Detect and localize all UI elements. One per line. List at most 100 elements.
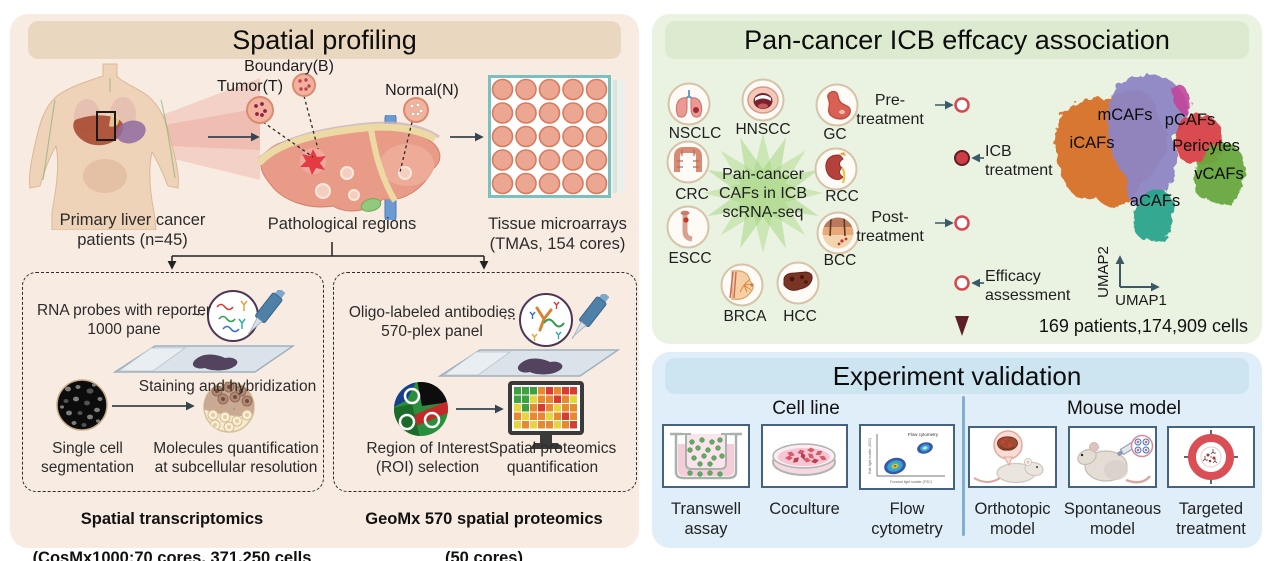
tma-caption: Tissue microarrays (TMAs, 154 cores): [488, 215, 627, 254]
spatial-profiling-panel: Spatial profiling: [10, 14, 639, 561]
umap-cluster-pcafs: [1172, 83, 1192, 115]
lung-icon: [667, 82, 711, 126]
transwell-icon: [670, 432, 742, 480]
oligo-antibody-icon: [519, 293, 573, 347]
stomach-icon: [815, 83, 859, 127]
subcellular-cells-icon: [203, 381, 255, 433]
transcriptomics-caption-2: (CosMx1000:70 cores, 371,250 cells: [32, 549, 312, 561]
orthotopic-mouse-icon: [973, 430, 1044, 484]
staining-label: Staining and hybridization: [138, 378, 317, 395]
boundary-sample-circle: [292, 73, 316, 97]
normal-region-label: Normal(N): [385, 82, 459, 99]
cancer-label-hcc: HCC: [783, 308, 817, 325]
tissue-sample: [192, 354, 238, 371]
validation-panel-title: Experiment validation: [665, 358, 1249, 394]
patient-body-illustration: [29, 63, 179, 230]
icb-treatment-marker: [954, 150, 970, 166]
mouse-model-heading: Mouse model: [1066, 398, 1182, 419]
heatmap-monitor-icon: [508, 381, 584, 449]
cancer-label-nsclc: NSCLC: [668, 125, 722, 142]
liver-icon: [776, 261, 820, 305]
umap-axes: UMAP2 UMAP1: [1095, 246, 1167, 309]
cancer-label-gc: GC: [823, 126, 847, 143]
cell-line-heading: Cell line: [772, 398, 840, 419]
gallbladder: [360, 198, 382, 212]
cancer-label-bcc: BCC: [823, 252, 857, 269]
umap-label-pcafs: pCAFs: [1164, 111, 1216, 129]
caf-umap-plot: UMAP2 UMAP1: [1055, 74, 1245, 309]
umap-label-pericytes: Pericytes: [1172, 137, 1240, 155]
boundary-region-label: Boundary(B): [244, 58, 334, 75]
proteomics-quant-label: Spatial proteomics quantification: [488, 440, 617, 476]
proteomics-caption-2: (50 cores): [445, 549, 523, 561]
tma-grid: [488, 75, 624, 198]
esophagus-icon: [666, 205, 710, 249]
icb-panel-title: Pan-cancer ICB effcacy association: [665, 21, 1249, 59]
umap1-axis-label: UMAP1: [1115, 292, 1167, 309]
transwell-box: [662, 424, 750, 488]
intestine-organ: [83, 159, 127, 193]
pipette-icon: [248, 290, 286, 338]
timeline-label-efficacy: Efficacy assessment: [985, 268, 1071, 304]
timeline-label-icb: ICB treatment: [985, 143, 1053, 179]
proteomics-box: [333, 272, 637, 492]
transwell-label: Transwell assay: [671, 500, 741, 538]
target-icon: [1184, 430, 1238, 484]
regions-caption: Pathological regions: [267, 215, 417, 233]
pan-cancer-starburst: [703, 133, 823, 253]
efficacy-marker: [954, 275, 970, 291]
flow-yaxis-label: Side light scatter (SSC): [868, 438, 872, 474]
umap-label-icafs: iCAFs: [1069, 134, 1115, 152]
flow-cytometry-plot: Flow cytometry Forward light scatter (FS…: [868, 432, 945, 484]
proteomics-heatmap: [514, 387, 577, 429]
umap2-axis-label: UMAP2: [1095, 246, 1112, 298]
stomach-organ: [116, 120, 146, 144]
spontaneous-box: [1068, 426, 1157, 488]
cancer-label-escc: ESCC: [668, 250, 712, 267]
coculture-dish-icon: [772, 443, 836, 476]
roi-selection-icon: [394, 382, 448, 436]
targeted-label: Targeted treatment: [1176, 500, 1246, 538]
colon-icon: [666, 140, 710, 184]
timeline-arrowhead: [955, 316, 969, 336]
pipette-icon: [572, 294, 610, 342]
icb-panel: Pan-cancer ICB effcacy association Pan-c…: [652, 14, 1262, 344]
tma-cores: [491, 78, 608, 195]
flow-cytometry-label: Flow cytometry: [871, 500, 943, 538]
kidney-icon: [814, 147, 858, 191]
timeline-label-pre: Pre- treatment: [856, 92, 924, 128]
spatial-panel-title: Spatial profiling: [28, 21, 621, 59]
spontaneous-label: Spontaneous model: [1063, 500, 1162, 538]
slide-icon: [113, 345, 295, 373]
mouth-icon: [741, 78, 785, 122]
timeline-label-post: Post- treatment: [856, 209, 924, 245]
coculture-label: Coculture: [769, 500, 840, 518]
umap-label-vcafs: vCAFs: [1194, 165, 1244, 183]
treatment-timeline: [935, 62, 984, 336]
transcriptomics-caption-1: Spatial transcriptomics: [80, 510, 264, 529]
flow-plot-title: Flow cytometry: [908, 432, 939, 437]
liver-zoom-rectangle: [96, 111, 116, 141]
cancer-label-hnscc: HNSCC: [735, 121, 791, 138]
flow-cytometry-box: Flow cytometry Forward light scatter (FS…: [859, 424, 955, 490]
segmentation-label: Single cell segmentation: [40, 440, 135, 476]
roi-label: Region of Interest (ROI) selection: [366, 440, 489, 476]
orthotopic-box: [968, 426, 1057, 488]
targeted-box: [1167, 426, 1255, 488]
umap-cluster-vcafs: [1193, 143, 1245, 205]
molecules-label: Molecules quantification at subcellular …: [153, 440, 319, 476]
cancer-label-brca: BRCA: [723, 308, 767, 325]
umap-cluster-mcafs: [1108, 74, 1188, 206]
post-treatment-marker: [954, 215, 970, 231]
spontaneous-mouse-icon: [1077, 434, 1154, 484]
flow-xaxis-label: Forward light scatter (FSC): [890, 480, 932, 484]
cell-segmentation-icon: [56, 379, 108, 431]
pan-cancer-center-label: Pan-cancer CAFs in ICB scRNA-seq: [718, 166, 807, 221]
coculture-box: [761, 424, 848, 488]
skin-icon: [816, 211, 860, 255]
tumor-region-label: Tumor(T): [216, 78, 284, 95]
cancer-label-rcc: RCC: [825, 188, 859, 205]
liver-illustration: [256, 115, 441, 220]
pre-treatment-marker: [954, 97, 970, 113]
